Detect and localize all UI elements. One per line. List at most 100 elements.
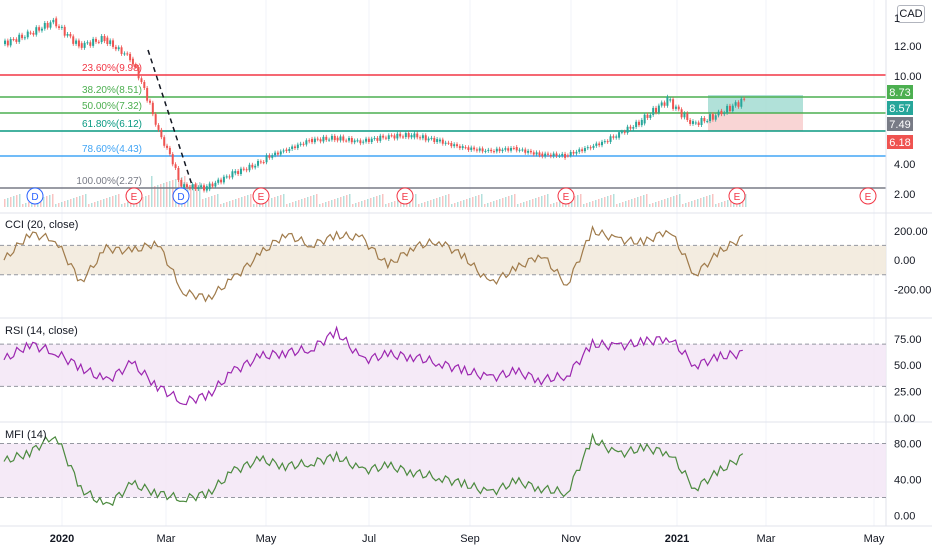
candle-body bbox=[601, 141, 604, 146]
candle-body bbox=[231, 171, 234, 178]
candle-body bbox=[612, 136, 615, 138]
candle-body bbox=[279, 151, 282, 155]
candle-body bbox=[373, 137, 376, 139]
mfi-line bbox=[3, 432, 744, 507]
volume-bar bbox=[307, 197, 309, 207]
volume-bar bbox=[22, 204, 24, 207]
price-axis[interactable]: 12.00 10.00 4.00 2.00 1 8.73 8.57 7.49 6.18 bbox=[887, 13, 922, 201]
volume-bar bbox=[502, 198, 504, 207]
volume-bar bbox=[610, 195, 612, 207]
candle-body bbox=[413, 133, 416, 138]
volume-bar bbox=[688, 202, 690, 207]
candle-body bbox=[390, 135, 393, 137]
candle-body bbox=[222, 176, 225, 183]
volume-bar bbox=[64, 201, 66, 207]
volume-bar bbox=[340, 197, 342, 207]
volume-bar bbox=[211, 196, 213, 207]
volume-bar bbox=[13, 196, 15, 207]
volume-bar bbox=[43, 197, 45, 207]
volume-bar bbox=[430, 200, 432, 207]
currency-badge[interactable]: CAD bbox=[897, 5, 925, 23]
candle-body bbox=[566, 155, 569, 157]
candle-body bbox=[515, 147, 518, 151]
candle-body bbox=[384, 137, 387, 139]
volume-bar bbox=[97, 201, 99, 207]
fibonacci-retracement[interactable]: 23.60%(9.98) 38.20%(8.51) 50.00%(7.32) 61.8… bbox=[0, 63, 886, 189]
price-label-text: 6.18 bbox=[889, 137, 910, 149]
volume-bar bbox=[49, 195, 51, 207]
candle-body bbox=[254, 165, 257, 168]
candle-body bbox=[529, 150, 532, 153]
price-label-badge bbox=[887, 135, 913, 149]
candle-body bbox=[504, 148, 507, 150]
candle-body bbox=[271, 155, 274, 158]
volume-bar bbox=[343, 196, 345, 207]
candle-body bbox=[697, 122, 700, 125]
volume-bar bbox=[205, 198, 207, 207]
volume-bar bbox=[718, 203, 720, 207]
candle-body bbox=[276, 152, 279, 155]
time-axis-label: Sep bbox=[460, 533, 480, 545]
volume-bar bbox=[664, 199, 666, 207]
candle-body bbox=[481, 148, 484, 152]
volume-bar bbox=[313, 195, 315, 207]
volume-bar bbox=[121, 204, 123, 207]
volume-bar bbox=[676, 195, 678, 207]
volume-bar bbox=[319, 204, 321, 207]
candle-body bbox=[188, 186, 191, 189]
volume-bar bbox=[271, 198, 273, 207]
price-axis-tick: 4.00 bbox=[894, 159, 915, 171]
candle-body bbox=[646, 114, 649, 118]
event-marker-label: E bbox=[402, 192, 409, 203]
volume-bar bbox=[103, 199, 105, 207]
rsi-axis-tick: 25.00 bbox=[894, 387, 922, 399]
volume-bar bbox=[457, 202, 459, 207]
volume-bar bbox=[241, 197, 243, 207]
candle-body bbox=[35, 27, 38, 35]
candle-body bbox=[316, 138, 319, 140]
volume-bar bbox=[475, 196, 477, 207]
candle-body bbox=[541, 153, 544, 157]
event-marker-label: E bbox=[131, 192, 138, 203]
candle-body bbox=[447, 142, 450, 144]
candle-body bbox=[129, 53, 132, 61]
candle-body bbox=[180, 179, 183, 187]
volume-bar bbox=[220, 204, 222, 207]
candle-body bbox=[589, 147, 592, 149]
candle-body bbox=[552, 153, 555, 157]
candle-body bbox=[239, 168, 242, 175]
volume-bar bbox=[670, 197, 672, 207]
candle-body bbox=[640, 119, 643, 126]
candle-body bbox=[194, 184, 197, 190]
volume-bar bbox=[46, 196, 48, 207]
volume-bar bbox=[511, 195, 513, 207]
volume-bar bbox=[640, 196, 642, 207]
candle-body bbox=[387, 135, 390, 140]
volume-bar bbox=[415, 194, 417, 207]
price-label-badge bbox=[887, 101, 913, 115]
time-axis[interactable]: 2020 Mar May Jul Sep Nov 2021 Mar May bbox=[50, 533, 885, 545]
candle-body bbox=[166, 145, 169, 148]
candle-body bbox=[322, 136, 325, 142]
volume-bar bbox=[193, 184, 195, 207]
time-axis-label: 2020 bbox=[50, 533, 74, 545]
volume-bar bbox=[589, 202, 591, 207]
candle-body bbox=[635, 121, 638, 128]
candle-body bbox=[38, 27, 41, 31]
candle-body bbox=[313, 138, 316, 143]
volume-bar bbox=[721, 202, 723, 207]
candle-body bbox=[453, 144, 456, 147]
volume-bar bbox=[496, 200, 498, 207]
price-series bbox=[4, 16, 746, 193]
candle-body bbox=[63, 26, 66, 36]
candle-body bbox=[603, 141, 606, 143]
volume-bar bbox=[508, 196, 510, 207]
target-zone bbox=[708, 95, 803, 113]
volume-bar bbox=[127, 202, 129, 207]
candle-body bbox=[333, 135, 336, 141]
candle-body bbox=[737, 102, 740, 107]
volume-bar bbox=[667, 198, 669, 207]
candle-body bbox=[734, 102, 737, 106]
rsi-title: RSI (14, close) bbox=[5, 325, 78, 337]
